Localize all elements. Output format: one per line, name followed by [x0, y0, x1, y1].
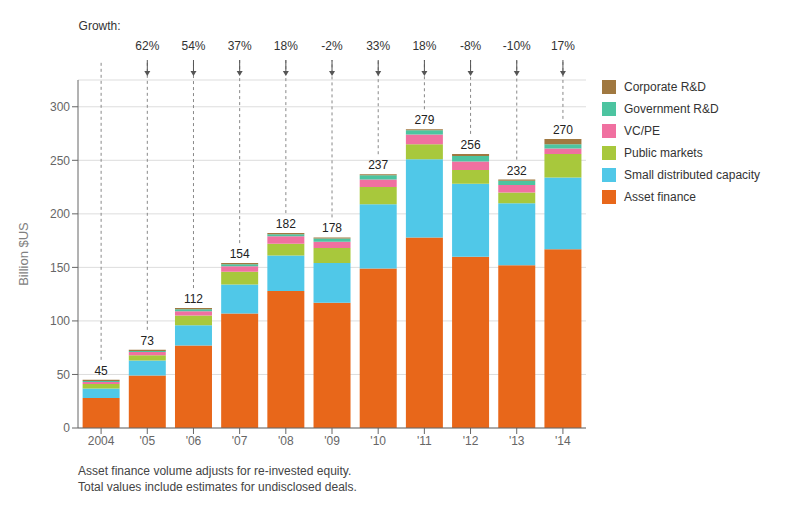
- html-text:Total values include estimates: Total values include estimates for undis…: [78, 480, 357, 494]
- svg-text:2004: 2004: [88, 434, 115, 448]
- svg-text:Growth:: Growth:: [79, 19, 121, 33]
- html-text:VC/PE: VC/PE: [624, 124, 660, 138]
- svg-text:300: 300: [50, 100, 70, 114]
- svg-text:Billion $US: Billion $US: [16, 222, 31, 286]
- html-text:Public markets: Public markets: [624, 146, 703, 160]
- svg-text:54%: 54%: [181, 39, 205, 53]
- svg-text:'09: '09: [324, 434, 340, 448]
- svg-text:'12: '12: [463, 434, 479, 448]
- svg-text:'13: '13: [509, 434, 525, 448]
- svg-text:-10%: -10%: [503, 39, 531, 53]
- html-text:Corporate R&D: Corporate R&D: [624, 80, 706, 94]
- svg-text:'07: '07: [232, 434, 248, 448]
- svg-text:'06: '06: [186, 434, 202, 448]
- svg-text:'10: '10: [370, 434, 386, 448]
- html-text:Asset finance volume adjusts f: Asset finance volume adjusts for re-inve…: [78, 464, 352, 478]
- svg-text:62%: 62%: [135, 39, 159, 53]
- svg-text:154: 154: [230, 247, 250, 261]
- svg-text:'11: '11: [417, 434, 432, 448]
- svg-text:250: 250: [50, 154, 70, 168]
- svg-text:'14: '14: [555, 434, 571, 448]
- html-text:Government R&D: Government R&D: [624, 102, 719, 116]
- svg-text:178: 178: [322, 221, 342, 235]
- svg-text:18%: 18%: [274, 39, 298, 53]
- svg-text:73: 73: [141, 334, 155, 348]
- svg-text:279: 279: [414, 113, 434, 127]
- html-text:Asset finance: Asset finance: [624, 190, 696, 204]
- svg-text:33%: 33%: [366, 39, 390, 53]
- svg-text:200: 200: [50, 207, 70, 221]
- svg-text:17%: 17%: [551, 39, 575, 53]
- svg-text:112: 112: [184, 292, 203, 306]
- svg-text:-2%: -2%: [321, 39, 343, 53]
- svg-text:-8%: -8%: [460, 39, 482, 53]
- svg-text:150: 150: [50, 261, 70, 275]
- svg-text:256: 256: [461, 138, 481, 152]
- svg-text:237: 237: [368, 158, 388, 172]
- svg-text:0: 0: [63, 421, 70, 435]
- html-text:Small distributed capacity: Small distributed capacity: [624, 168, 761, 182]
- svg-text:'08: '08: [278, 434, 294, 448]
- svg-text:232: 232: [507, 164, 527, 178]
- svg-text:37%: 37%: [228, 39, 252, 53]
- svg-text:45: 45: [94, 364, 108, 378]
- svg-text:182: 182: [276, 217, 296, 231]
- svg-text:100: 100: [50, 314, 70, 328]
- svg-text:'05: '05: [139, 434, 155, 448]
- svg-text:18%: 18%: [412, 39, 436, 53]
- svg-text:50: 50: [57, 368, 71, 382]
- svg-text:270: 270: [553, 123, 573, 137]
